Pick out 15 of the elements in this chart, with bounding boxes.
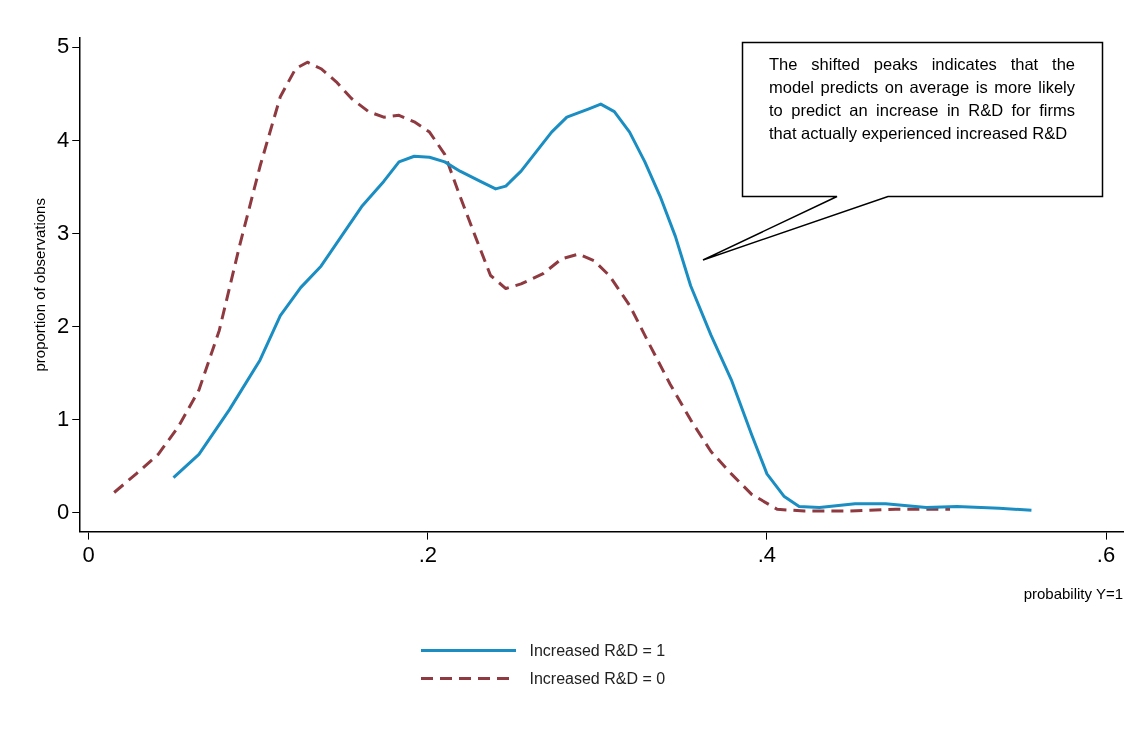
x-axis-title: probability Y=1 [1023,585,1123,603]
y-tick-label: 5 [56,33,70,59]
annotation: The shifted peaks indicates that the model predicts on average is more likely to predict an increase in R&D for firms that actually experienced increased R&D [768,54,1076,144]
x-tick-label: .2 [418,541,437,567]
y-axis-title: proportion of observations [31,198,49,372]
y-tick-label: 1 [56,405,70,431]
y-tick-label: 2 [56,312,70,338]
y-tick-label: 3 [56,219,70,245]
x-tick-label: .6 [1096,541,1116,567]
legend-label: Increased R&D = 1 [529,642,666,660]
x-tick-label: .4 [757,541,777,567]
x-tick-label: 0 [82,541,95,567]
y-tick-label: 0 [56,499,70,525]
legend-label: Increased R&D = 0 [529,670,666,688]
y-tick-label: 4 [56,126,70,152]
